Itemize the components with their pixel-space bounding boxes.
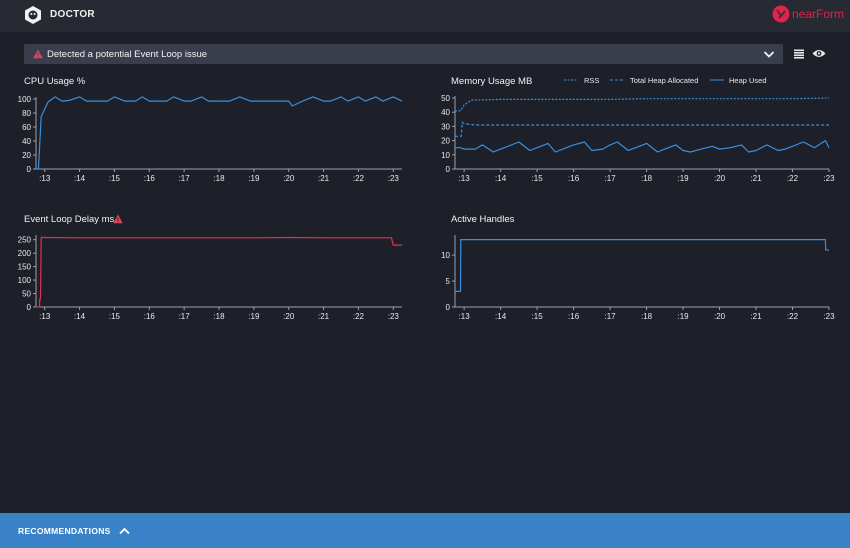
warning-triangle-icon bbox=[113, 214, 123, 224]
eventloop-y-tick-label: 100 bbox=[18, 276, 32, 285]
handles-chart-title: Active Handles bbox=[451, 214, 515, 225]
handles-line-series bbox=[455, 239, 829, 292]
cpu-x-tick-label: :19 bbox=[248, 174, 260, 183]
eventloop-x-tick-label: :13 bbox=[39, 312, 51, 321]
memory-line-rss bbox=[455, 97, 830, 112]
eventloop-y-tick-label: 150 bbox=[18, 263, 32, 272]
eventloop-x-tick-label: :17 bbox=[179, 312, 191, 321]
cpu-x-tick-label: :23 bbox=[388, 174, 400, 183]
cpu-x-tick-label: :14 bbox=[74, 174, 86, 183]
eventloop-x-tick-label: :23 bbox=[388, 312, 400, 321]
cpu-x-tick-label: :22 bbox=[353, 174, 365, 183]
memory-legend: RSS Total Heap Allocated Heap Used bbox=[564, 76, 767, 85]
eventloop-line-series bbox=[36, 236, 402, 308]
cpu-y-tick-label: 20 bbox=[22, 151, 31, 160]
chevron-down-icon[interactable] bbox=[763, 49, 775, 59]
app-header: DOCTOR nearForm bbox=[0, 0, 850, 32]
handles-y-tick-label: 5 bbox=[446, 277, 451, 286]
cpu-x-tick-label: :13 bbox=[39, 174, 51, 183]
cpu-x-tick-label: :18 bbox=[213, 174, 225, 183]
handles-x-tick-label: :13 bbox=[459, 312, 471, 321]
eye-icon[interactable] bbox=[812, 48, 826, 59]
cpu-line-series bbox=[36, 96, 403, 170]
memory-y-tick-label: 40 bbox=[441, 108, 450, 117]
memory-x-tick-label: :17 bbox=[605, 174, 617, 183]
eventloop-y-tick-label: 0 bbox=[27, 303, 32, 312]
eventloop-x-tick-label: :20 bbox=[283, 312, 295, 321]
brand-text: nearForm bbox=[791, 7, 844, 21]
memory-y-tick-label: 30 bbox=[441, 122, 450, 131]
memory-x-tick-label: :19 bbox=[677, 174, 689, 183]
handles-x-tick-label: :23 bbox=[823, 312, 835, 321]
memory-y-tick-label: 20 bbox=[441, 137, 450, 146]
memory-x-tick-label: :20 bbox=[714, 174, 726, 183]
recommendations-label: RECOMMENDATIONS bbox=[18, 525, 111, 536]
cpu-y-tick-label: 0 bbox=[27, 165, 32, 174]
eventloop-x-tick-label: :18 bbox=[213, 312, 225, 321]
handles-x-tick-label: :15 bbox=[532, 312, 544, 321]
recommendations-bar[interactable]: RECOMMENDATIONS bbox=[0, 513, 850, 548]
eventloop-x-tick-label: :15 bbox=[109, 312, 121, 321]
memory-x-tick-label: :18 bbox=[641, 174, 653, 183]
handles-x-tick-label: :22 bbox=[787, 312, 799, 321]
memory-x-tick-label: :13 bbox=[459, 174, 471, 183]
eventloop-y-tick-label: 50 bbox=[22, 290, 31, 299]
cpu-x-tick-label: :21 bbox=[318, 174, 330, 183]
memory-y-tick-label: 10 bbox=[441, 151, 450, 160]
cpu-y-tick-label: 60 bbox=[22, 123, 31, 132]
memory-line-total-heap-allocated bbox=[455, 121, 829, 137]
eventloop-x-tick-label: :19 bbox=[248, 312, 260, 321]
memory-x-tick-label: :21 bbox=[750, 174, 762, 183]
alert-dropdown[interactable]: Detected a potential Event Loop issue bbox=[24, 44, 783, 64]
eventloop-y-tick-label: 250 bbox=[18, 236, 32, 245]
eventloop-x-tick-label: :21 bbox=[318, 312, 330, 321]
handles-x-tick-label: :21 bbox=[750, 312, 762, 321]
cpu-x-tick-label: :17 bbox=[179, 174, 191, 183]
handles-x-tick-label: :20 bbox=[714, 312, 726, 321]
memory-x-tick-label: :14 bbox=[495, 174, 507, 183]
handles-x-tick-label: :18 bbox=[641, 312, 653, 321]
handles-x-tick-label: :19 bbox=[677, 312, 689, 321]
cpu-x-tick-label: :16 bbox=[144, 174, 156, 183]
memory-x-tick-label: :16 bbox=[568, 174, 580, 183]
memory-x-tick-label: :23 bbox=[823, 174, 835, 183]
eventloop-x-tick-label: :16 bbox=[144, 312, 156, 321]
doctor-logo-icon[interactable] bbox=[23, 5, 43, 25]
handles-x-tick-label: :16 bbox=[568, 312, 580, 321]
handles-y-tick-label: 0 bbox=[446, 303, 451, 312]
handles-x-tick-label: :14 bbox=[495, 312, 507, 321]
cpu-y-tick-label: 80 bbox=[22, 109, 31, 118]
eventloop-x-tick-label: :14 bbox=[74, 312, 86, 321]
cpu-chart-title: CPU Usage % bbox=[24, 76, 86, 87]
eventloop-y-tick-label: 200 bbox=[18, 249, 32, 258]
memory-y-tick-label: 0 bbox=[446, 165, 451, 174]
alert-text: Detected a potential Event Loop issue bbox=[47, 48, 208, 60]
memory-line-heap-used bbox=[455, 140, 830, 153]
chevron-up-icon[interactable] bbox=[119, 527, 130, 535]
cpu-y-tick-label: 100 bbox=[18, 95, 32, 104]
legend-label-total-heap: Total Heap Allocated bbox=[630, 76, 698, 85]
app-title: DOCTOR bbox=[50, 9, 95, 20]
warning-triangle-icon bbox=[33, 49, 43, 59]
legend-label-heap-used: Heap Used bbox=[729, 76, 767, 85]
cpu-y-tick-label: 40 bbox=[22, 137, 31, 146]
cpu-x-tick-label: :20 bbox=[283, 174, 295, 183]
list-icon[interactable] bbox=[793, 49, 805, 59]
brand-logo: nearForm bbox=[772, 5, 844, 23]
memory-y-tick-label: 50 bbox=[441, 94, 450, 103]
eventloop-chart-title: Event Loop Delay ms bbox=[24, 214, 115, 225]
memory-chart-title: Memory Usage MB bbox=[451, 76, 533, 87]
eventloop-x-tick-label: :22 bbox=[353, 312, 365, 321]
memory-x-tick-label: :15 bbox=[532, 174, 544, 183]
nearform-logo-icon bbox=[772, 5, 790, 23]
handles-x-tick-label: :17 bbox=[605, 312, 617, 321]
memory-x-tick-label: :22 bbox=[787, 174, 799, 183]
handles-y-tick-label: 10 bbox=[441, 251, 450, 260]
cpu-x-tick-label: :15 bbox=[109, 174, 121, 183]
legend-label-rss: RSS bbox=[584, 76, 599, 85]
